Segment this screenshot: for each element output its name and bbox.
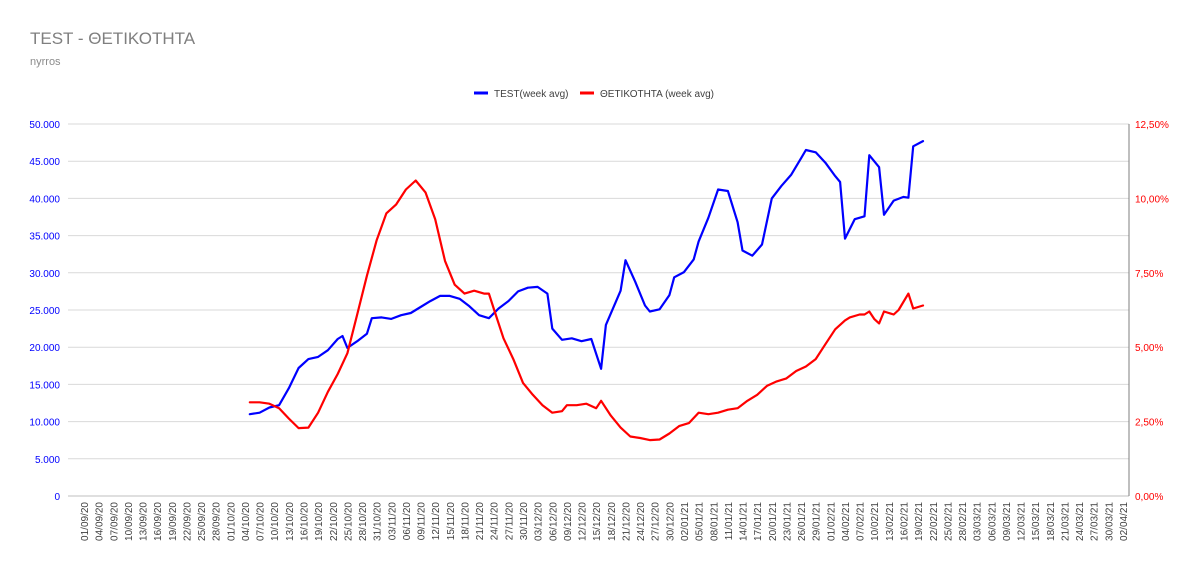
y-right-tick-label: 12,50%: [1135, 120, 1169, 131]
x-tick-label: 08/01/21: [709, 502, 720, 541]
y-left-tick-label: 10.000: [29, 418, 60, 429]
x-tick-label: 27/11/20: [504, 502, 515, 541]
y-left-tick-label: 35.000: [29, 232, 60, 243]
x-tick-label: 09/11/20: [417, 502, 428, 541]
x-tick-label: 09/12/20: [563, 502, 574, 541]
y-left-tick-label: 50.000: [29, 120, 60, 131]
series-line-test: [248, 140, 925, 416]
x-tick-label: 27/12/20: [651, 502, 662, 541]
x-tick-label: 24/03/21: [1075, 502, 1086, 541]
series-line-positivity: [248, 179, 925, 442]
x-tick-label: 12/11/20: [431, 502, 442, 541]
x-tick-label: 19/02/21: [914, 502, 925, 541]
x-tick-label: 15/03/21: [1031, 502, 1042, 541]
x-tick-label: 28/09/20: [212, 502, 223, 541]
x-tick-label: 16/10/20: [300, 502, 311, 541]
legend-label: ΘΕΤΙΚΟΤΗΤΑ (week avg): [600, 89, 714, 100]
y-left-tick-label: 30.000: [29, 269, 60, 280]
y-left-tick-label: 20.000: [29, 343, 60, 354]
x-tick-label: 18/11/20: [460, 502, 471, 541]
x-tick-label: 16/09/20: [153, 502, 164, 541]
x-tick-label: 12/12/20: [578, 502, 589, 541]
x-tick-label: 04/02/21: [841, 502, 852, 541]
y-left-tick-label: 25.000: [29, 306, 60, 317]
x-tick-label: 06/03/21: [987, 502, 998, 541]
x-tick-label: 02/04/21: [1119, 502, 1130, 541]
x-tick-label: 25/10/20: [343, 502, 354, 541]
x-tick-label: 29/01/21: [812, 502, 823, 541]
x-tick-label: 15/12/20: [592, 502, 603, 541]
x-tick-label: 05/01/21: [695, 502, 706, 541]
x-tick-label: 23/01/21: [782, 502, 793, 541]
x-tick-label: 10/09/20: [124, 502, 135, 541]
x-tick-label: 27/03/21: [1090, 502, 1101, 541]
x-tick-label: 22/09/20: [182, 502, 193, 541]
x-tick-label: 07/10/20: [256, 502, 267, 541]
x-tick-label: 21/12/20: [621, 502, 632, 541]
x-tick-label: 03/12/20: [534, 502, 545, 541]
x-tick-label: 30/12/20: [665, 502, 676, 541]
x-tick-label: 22/10/20: [329, 502, 340, 541]
x-tick-label: 22/02/21: [929, 502, 940, 541]
x-tick-label: 20/01/21: [768, 502, 779, 541]
x-tick-label: 01/02/21: [826, 502, 837, 541]
y-left-tick-label: 45.000: [29, 157, 60, 168]
y-left-tick-label: 15.000: [29, 380, 60, 391]
x-tick-label: 14/01/21: [739, 502, 750, 541]
x-tick-label: 28/02/21: [958, 502, 969, 541]
x-tick-label: 13/09/20: [139, 502, 150, 541]
x-tick-label: 10/02/21: [870, 502, 881, 541]
x-tick-label: 19/09/20: [168, 502, 179, 541]
x-tick-label: 03/03/21: [973, 502, 984, 541]
x-tick-label: 06/11/20: [402, 502, 413, 541]
x-tick-label: 24/11/20: [490, 502, 501, 541]
x-tick-label: 31/10/20: [373, 502, 384, 541]
x-tick-label: 10/10/20: [270, 502, 281, 541]
x-tick-label: 24/12/20: [636, 502, 647, 541]
x-tick-label: 25/09/20: [197, 502, 208, 541]
y-left-tick-label: 0: [54, 492, 60, 503]
y-right-tick-label: 10,00%: [1135, 194, 1169, 205]
x-tick-label: 11/01/21: [724, 502, 735, 541]
x-tick-label: 17/01/21: [753, 502, 764, 541]
x-tick-label: 18/12/20: [607, 502, 618, 541]
x-tick-label: 04/09/20: [95, 502, 106, 541]
x-tick-label: 30/03/21: [1104, 502, 1115, 541]
x-tick-label: 21/11/20: [475, 502, 486, 541]
x-tick-label: 15/11/20: [446, 502, 457, 541]
x-tick-label: 01/09/20: [80, 502, 91, 541]
x-tick-label: 19/10/20: [314, 502, 325, 541]
y-right-tick-label: 2,50%: [1135, 418, 1163, 429]
x-tick-label: 03/11/20: [387, 502, 398, 541]
x-tick-label: 01/10/20: [226, 502, 237, 541]
y-right-tick-label: 7,50%: [1135, 269, 1163, 280]
x-tick-label: 02/01/21: [680, 502, 691, 541]
x-tick-label: 04/10/20: [241, 502, 252, 541]
x-tick-label: 07/02/21: [856, 502, 867, 541]
y-right-tick-label: 5,00%: [1135, 343, 1163, 354]
x-tick-label: 28/10/20: [358, 502, 369, 541]
x-tick-label: 12/03/21: [1017, 502, 1028, 541]
y-right-tick-label: 0,00%: [1135, 492, 1163, 503]
chart-subtitle: nyrros: [30, 56, 61, 68]
x-tick-label: 21/03/21: [1060, 502, 1071, 541]
y-left-tick-label: 5.000: [35, 455, 60, 466]
chart-title: TEST - ΘΕΤΙΚΟΤΗΤΑ: [30, 29, 196, 48]
x-tick-label: 18/03/21: [1046, 502, 1057, 541]
x-tick-label: 13/02/21: [885, 502, 896, 541]
x-tick-label: 26/01/21: [797, 502, 808, 541]
x-tick-label: 13/10/20: [285, 502, 296, 541]
x-tick-label: 16/02/21: [899, 502, 910, 541]
x-tick-label: 07/09/20: [109, 502, 120, 541]
x-tick-label: 30/11/20: [519, 502, 530, 541]
legend-label: TEST(week avg): [494, 89, 568, 100]
x-tick-label: 09/03/21: [1002, 502, 1013, 541]
x-tick-label: 25/02/21: [943, 502, 954, 541]
x-tick-label: 06/12/20: [548, 502, 559, 541]
y-left-tick-label: 40.000: [29, 194, 60, 205]
